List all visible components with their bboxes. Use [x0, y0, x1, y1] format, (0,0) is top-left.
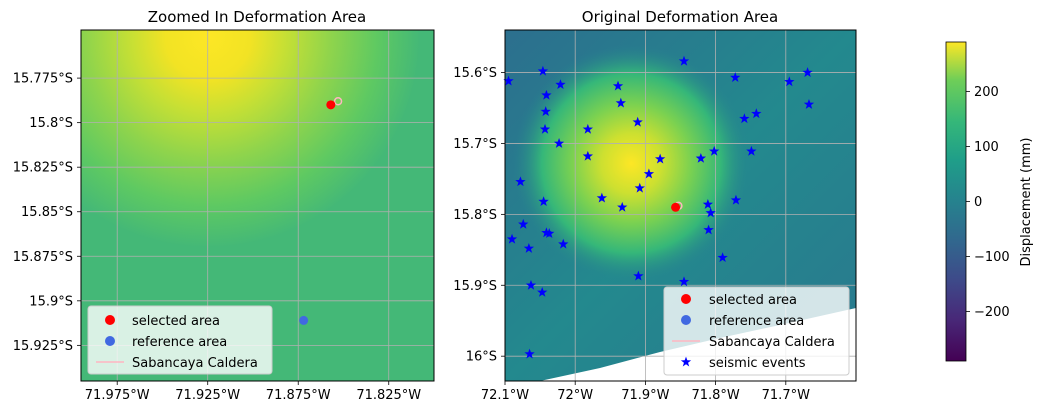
selected-area-marker	[671, 202, 681, 212]
y-tick-label: 15.85°S	[21, 205, 73, 220]
selected-area-marker	[326, 100, 336, 110]
legend-reference-label: reference area	[709, 314, 804, 329]
legend-reference-marker	[105, 336, 115, 346]
original-markers	[503, 55, 815, 359]
original-axes-frame	[504, 29, 857, 382]
original-panel: Original Deformation Area 72.1°W 72°W 71.9…	[453, 8, 857, 403]
x-tick-label: 71.975°W	[85, 388, 150, 403]
colorbar-tick-label: −200	[974, 305, 1010, 320]
x-tick-label: 71.875°W	[266, 388, 331, 403]
legend-selected-marker	[681, 294, 691, 304]
original-y-ticks: 15.6°S 15.7°S 15.8°S 15.9°S 16°S	[453, 66, 505, 365]
zoomed-title: Zoomed In Deformation Area	[148, 8, 366, 26]
legend-selected-label: selected area	[132, 314, 220, 329]
zoomed-panel: Zoomed In Deformation Area 71.975°W 71.92…	[13, 8, 435, 403]
legend-selected-label: selected area	[709, 293, 797, 308]
legend-reference-label: reference area	[132, 335, 227, 350]
colorbar-gradient	[945, 41, 967, 362]
zoomed-x-ticks: 71.975°W 71.925°W 71.875°W 71.825°W	[85, 381, 421, 403]
colorbar-tick-label: 0	[974, 195, 982, 210]
y-tick-label: 15.8°S	[453, 208, 497, 223]
x-tick-label: 72°W	[557, 388, 593, 403]
x-tick-label: 71.925°W	[175, 388, 240, 403]
legend-caldera-label: Sabancaya Caldera	[709, 335, 835, 350]
legend-seismic-label: seismic events	[709, 356, 806, 371]
x-tick-label: 71.9°W	[621, 388, 669, 403]
x-tick-label: 72.1°W	[481, 388, 529, 403]
colorbar-tick-label: 200	[974, 85, 999, 100]
y-tick-label: 15.8°S	[29, 116, 73, 131]
x-tick-label: 71.825°W	[356, 388, 421, 403]
original-x-ticks: 72.1°W 72°W 71.9°W 71.8°W 71.7°W	[481, 381, 810, 403]
y-tick-label: 15.6°S	[453, 66, 497, 81]
colorbar-ticks: 200 100 0 −100 −200	[966, 85, 1010, 320]
zoomed-y-ticks: 15.775°S 15.8°S 15.825°S 15.85°S 15.875°S 15.…	[13, 72, 81, 354]
colorbar: 200 100 0 −100 −200 Displacement (mm)	[945, 41, 1034, 362]
original-title: Original Deformation Area	[582, 8, 778, 26]
y-tick-label: 15.775°S	[13, 72, 73, 87]
y-tick-label: 15.9°S	[29, 294, 73, 309]
x-tick-label: 71.7°W	[762, 388, 810, 403]
caldera-marker	[333, 97, 343, 106]
y-tick-label: 15.875°S	[13, 250, 73, 265]
y-tick-label: 15.925°S	[13, 339, 73, 354]
legend-reference-marker	[681, 315, 691, 325]
y-tick-label: 15.7°S	[453, 137, 497, 152]
zoomed-markers	[299, 97, 343, 325]
y-tick-label: 15.9°S	[453, 279, 497, 294]
legend-caldera-label: Sabancaya Caldera	[132, 356, 258, 371]
colorbar-label: Displacement (mm)	[1019, 138, 1034, 267]
original-legend: selected area reference area Sabancaya C…	[663, 286, 850, 376]
zoomed-legend: selected area reference area Sabancaya C…	[87, 305, 273, 375]
reference-area-marker	[299, 315, 309, 325]
legend-selected-marker	[105, 315, 115, 325]
y-tick-label: 16°S	[466, 350, 497, 365]
y-tick-label: 15.825°S	[13, 161, 73, 176]
colorbar-tick-label: 100	[974, 140, 999, 155]
zoomed-axes-frame	[80, 29, 435, 382]
colorbar-tick-label: −100	[974, 250, 1010, 265]
x-tick-label: 71.8°W	[691, 388, 739, 403]
